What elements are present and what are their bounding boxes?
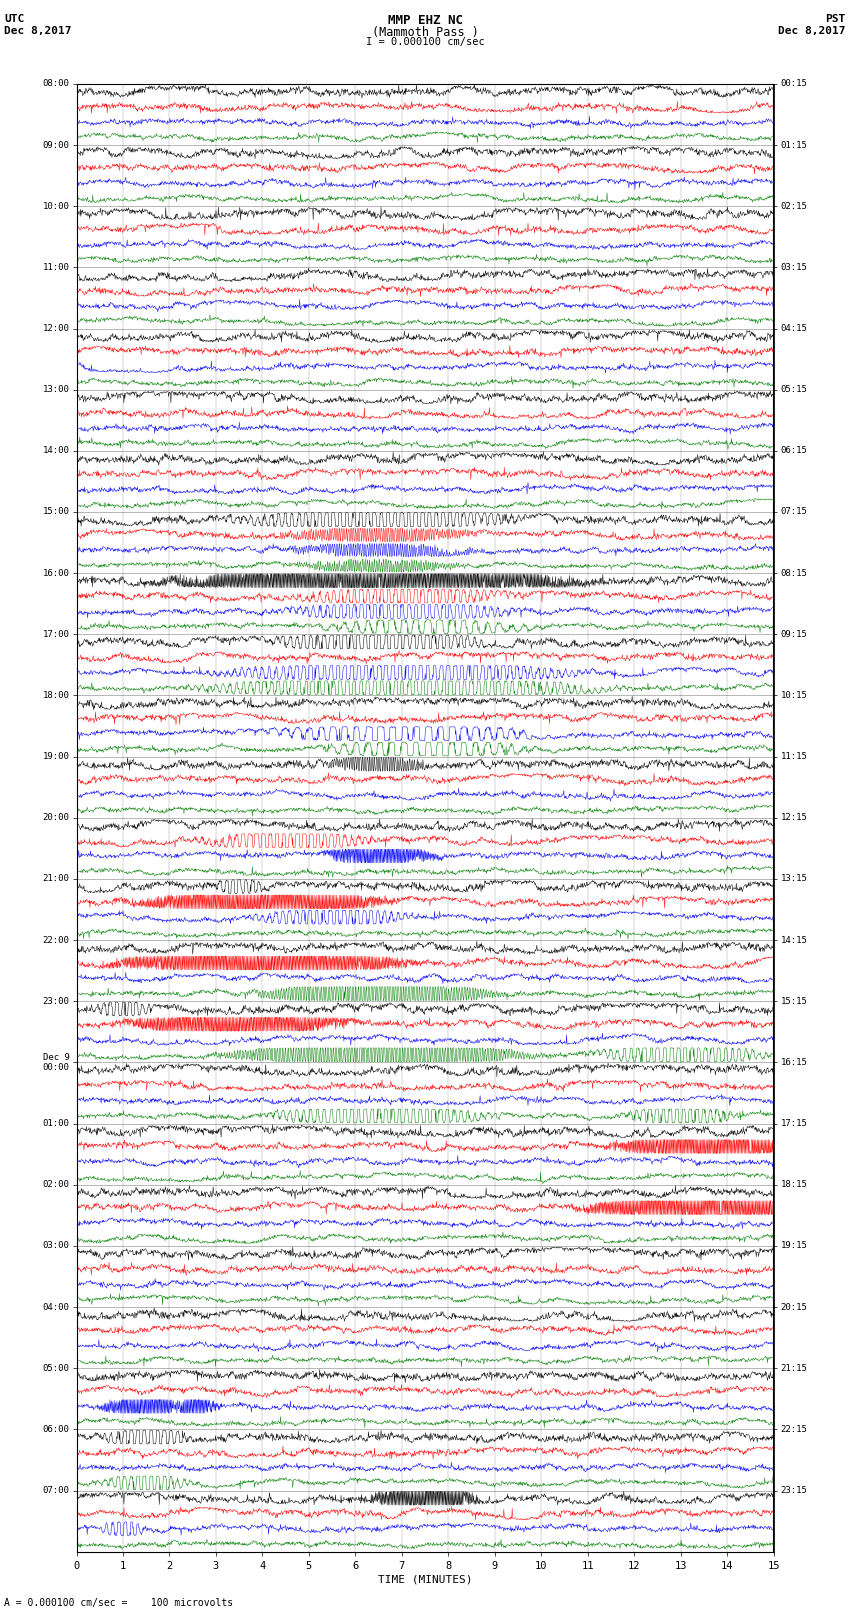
Text: Dec 8,2017: Dec 8,2017	[779, 26, 846, 35]
Text: MMP EHZ NC: MMP EHZ NC	[388, 13, 462, 27]
Text: Dec 8,2017: Dec 8,2017	[4, 26, 71, 35]
Text: (Mammoth Pass ): (Mammoth Pass )	[371, 26, 479, 39]
Text: UTC: UTC	[4, 13, 25, 24]
X-axis label: TIME (MINUTES): TIME (MINUTES)	[377, 1574, 473, 1586]
Text: PST: PST	[825, 13, 846, 24]
Text: I = 0.000100 cm/sec: I = 0.000100 cm/sec	[366, 37, 484, 47]
Text: A = 0.000100 cm/sec =    100 microvolts: A = 0.000100 cm/sec = 100 microvolts	[4, 1598, 234, 1608]
